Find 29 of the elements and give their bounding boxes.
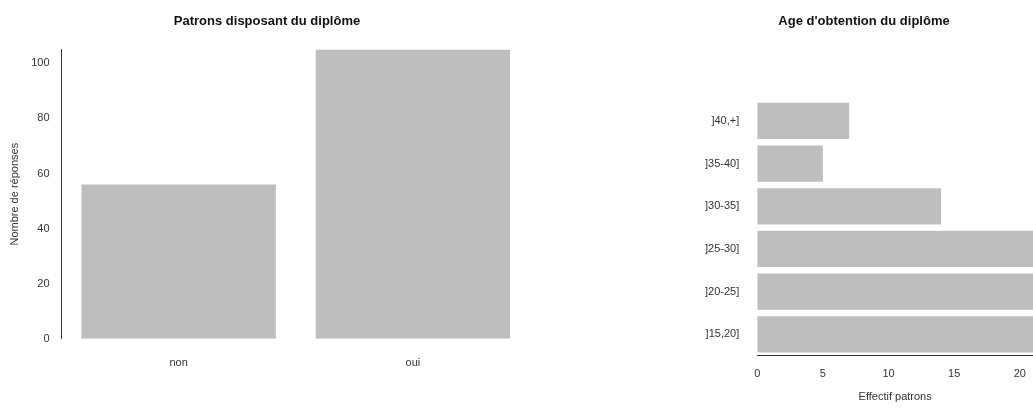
chart-title: Patrons disposant du diplôme [173, 13, 361, 29]
y-tick-label: ]35-40] [705, 156, 740, 169]
x-axis-title: Effectif patrons [858, 390, 933, 403]
y-tick-label: 20 [37, 276, 50, 289]
x-tick-label: non [169, 356, 188, 369]
chart-title: Age d'obtention du diplôme [778, 13, 950, 29]
x-tick-label: 10 [882, 367, 895, 380]
x-tick-label: 0 [754, 367, 761, 380]
x-tick-label: 15 [948, 367, 961, 380]
y-tick-label: 40 [37, 221, 50, 234]
x-tick-label: 5 [819, 367, 826, 380]
bar [757, 188, 942, 225]
x-tick-label: oui [405, 356, 421, 369]
y-tick-label: 60 [37, 166, 50, 179]
y-tick-label: ]15,20] [705, 327, 740, 340]
y-tick-label: ]30-35] [705, 199, 740, 212]
y-tick-label: 80 [37, 111, 50, 124]
y-tick-label: ]20-25] [705, 284, 740, 297]
bar [757, 316, 1033, 353]
y-tick-label: 100 [31, 56, 50, 69]
bar [757, 230, 1033, 268]
bar [757, 102, 850, 140]
x-tick-label: 20 [1013, 367, 1026, 380]
y-axis-title: Nombre de réponses [7, 142, 20, 246]
bar [757, 145, 823, 182]
bar [757, 273, 1033, 310]
y-tick-label: ]40,+] [711, 113, 740, 126]
y-tick-label: ]25-30] [705, 241, 740, 254]
y-tick-label: 0 [43, 331, 50, 344]
